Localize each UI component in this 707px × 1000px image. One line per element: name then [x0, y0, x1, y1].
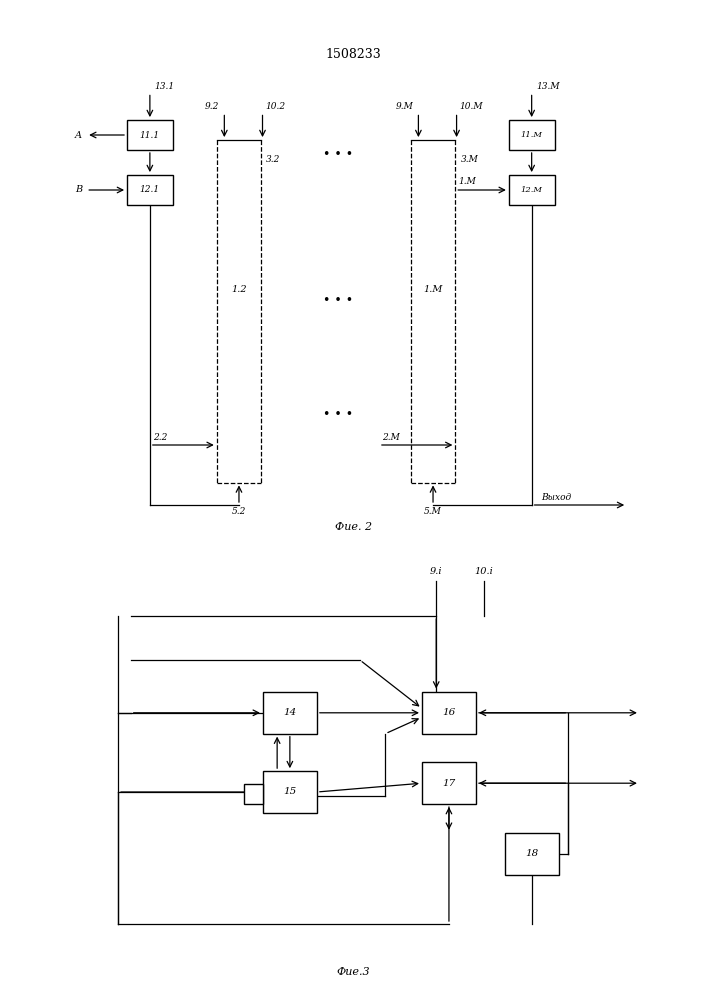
Bar	[244, 784, 263, 804]
Text: 1.M: 1.M	[423, 286, 443, 294]
Text: A: A	[75, 130, 82, 139]
Text: 13.M: 13.M	[536, 82, 560, 91]
Text: B: B	[75, 186, 82, 194]
Text: 1508233: 1508233	[326, 48, 381, 62]
Text: 1.M: 1.M	[459, 178, 477, 186]
Text: 13.1: 13.1	[154, 82, 175, 91]
Bar	[127, 120, 173, 150]
Text: • • •: • • •	[322, 294, 353, 306]
Text: 2.2: 2.2	[153, 432, 168, 442]
Bar	[509, 120, 554, 150]
Text: 2.M: 2.M	[382, 432, 400, 442]
Text: 5.M: 5.M	[424, 508, 442, 516]
Text: 3.M: 3.M	[460, 155, 478, 164]
Text: 11.M: 11.M	[520, 131, 543, 139]
Text: • • •: • • •	[322, 148, 353, 161]
Text: 11.1: 11.1	[140, 130, 160, 139]
Text: 16: 16	[443, 708, 455, 717]
Text: Выход: Выход	[542, 492, 571, 502]
Text: 5.2: 5.2	[232, 508, 246, 516]
Text: 3.2: 3.2	[267, 155, 281, 164]
Text: 10.2: 10.2	[265, 102, 285, 111]
Bar	[127, 175, 173, 205]
Text: Фие. 2: Фие. 2	[335, 522, 372, 532]
Text: 9.i: 9.i	[430, 568, 443, 576]
Text: 12.1: 12.1	[140, 186, 160, 194]
Bar	[505, 833, 559, 874]
Bar	[422, 762, 476, 804]
Text: 9.M: 9.M	[395, 102, 414, 111]
Text: 10.M: 10.M	[459, 102, 483, 111]
Text: 14: 14	[284, 708, 296, 717]
Text: • • •: • • •	[322, 408, 353, 422]
Text: Фие.3: Фие.3	[337, 967, 370, 977]
Bar	[263, 692, 317, 734]
Text: 9.2: 9.2	[205, 102, 219, 111]
Text: 10.i: 10.i	[474, 568, 493, 576]
Bar	[509, 175, 554, 205]
Text: 1.2: 1.2	[231, 286, 247, 294]
Text: 15: 15	[284, 788, 296, 796]
Text: 17: 17	[443, 779, 455, 788]
Bar	[263, 771, 317, 813]
Bar	[422, 692, 476, 734]
Text: 18: 18	[525, 849, 538, 858]
Text: 12.M: 12.M	[520, 186, 543, 194]
